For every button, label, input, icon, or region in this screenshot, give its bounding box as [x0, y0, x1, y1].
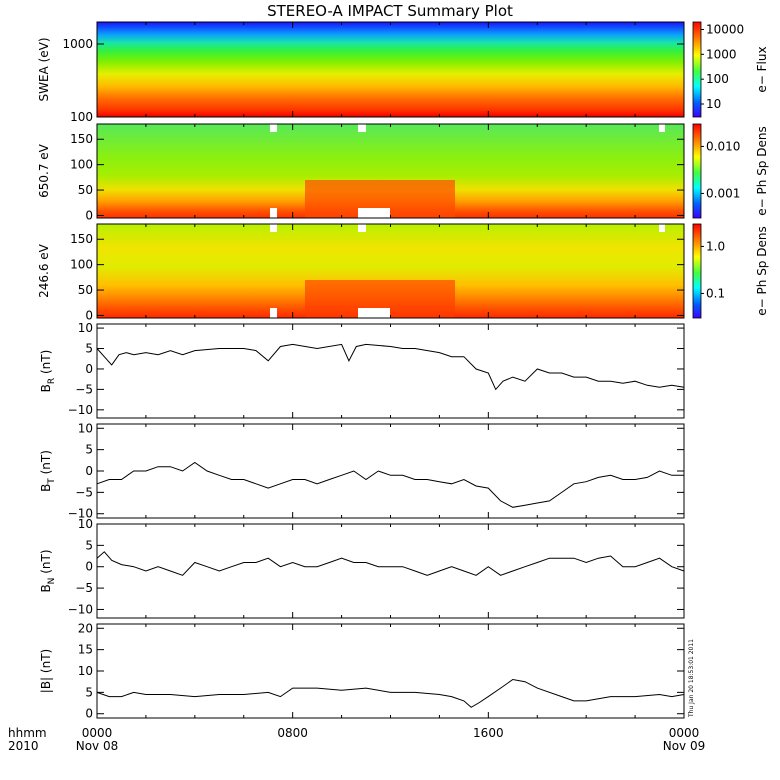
pad246-gap-3	[358, 224, 366, 232]
spectrogram-frame-pad246: 150 100 50 0 246.6 eV	[37, 223, 685, 322]
pad650-ytick-label: 150	[70, 132, 93, 146]
corner-label-hhmm: hhmm	[8, 726, 47, 740]
pad246-gap-4	[358, 308, 390, 318]
swea-colorbar-tick-label: 10	[706, 97, 721, 111]
line-panel-ytick-label: −10	[68, 403, 93, 417]
colorbar-layer: 10000 1000 100 10 e− Flux 0.010 0.001 e− Ph Sp …	[692, 21, 769, 319]
plot-title: STEREO-A IMPACT Summary Plot	[267, 2, 513, 20]
line-panel-ytick-label: 20	[78, 621, 93, 635]
line-panel-1: 10 5 0 −5 −10 BT (nT)	[39, 421, 685, 521]
pad650-colorbar-tick-label: 0.010	[706, 139, 740, 153]
pad650-colorbar-swatch	[692, 123, 702, 219]
colorbar-pad246: 1.0 0.1 e− Ph Sp Dens	[692, 223, 769, 319]
line-panel-ytick-label: −5	[75, 382, 93, 396]
xtick-label-time: 0000	[669, 726, 700, 740]
pad650-gap-2	[270, 208, 277, 218]
swea-colorbar-swatch	[692, 21, 702, 118]
swea-colorbar-tick-label: 100	[706, 72, 729, 86]
line-panel-3: 20 15 10 5 0 |B| (nT)	[39, 621, 685, 721]
pad650-ylabel: 650.7 eV	[37, 143, 51, 198]
line-panel-ylabel: BN (nT)	[39, 549, 57, 592]
swea-colorbar-tick-label: 1000	[706, 47, 737, 61]
pad650-ytick-label: 0	[85, 208, 93, 222]
pad246-ytick-label: 150	[70, 232, 93, 246]
line-panel-frame	[96, 323, 685, 419]
line-panel-ytick-label: 10	[78, 321, 93, 335]
timestamp-stamp: Thu Jan 20 18:53:01 2011	[688, 639, 695, 718]
pad246-gap-5	[659, 224, 665, 232]
line-panel-frame	[96, 623, 685, 719]
pad246-ytick-label: 100	[70, 258, 93, 272]
line-panel-frame	[96, 423, 685, 519]
pad246-ytick-label: 50	[78, 283, 93, 297]
line-panel-ytick-label: −5	[75, 485, 93, 499]
line-panel-ytick-label: 0	[85, 707, 93, 721]
xtick-label-time: 0800	[277, 726, 308, 740]
colorbar-swea: 10000 1000 100 10 e− Flux	[692, 21, 769, 118]
pad650-gap-3	[358, 124, 366, 132]
line-panel-ylabel: |B| (nT)	[39, 649, 53, 693]
line-panel-ytick-label: 0	[85, 560, 93, 574]
line-panel-ytick-label: 0	[85, 464, 93, 478]
line-panel-ytick-label: 5	[85, 538, 93, 552]
pad246-colorbar-tick-label: 0.1	[706, 286, 725, 300]
spectrogram-pad-246	[97, 224, 684, 318]
line-panel-ytick-label: −5	[75, 581, 93, 595]
spectrogram-frame-swea: 1000 100 SWEA (eV)	[37, 21, 685, 124]
field-trace-3	[96, 678, 685, 708]
pad246-colorbar-swatch	[692, 223, 702, 319]
pad650-gap-4	[358, 208, 390, 218]
pad246-colorbar-label: e− Ph Sp Dens	[755, 226, 769, 315]
line-panel-ytick-label: 10	[78, 664, 93, 678]
xtick-label-date: Nov 08	[76, 739, 119, 753]
pad650-ytick-label: 50	[78, 183, 93, 197]
line-panel-ytick-label: 10	[78, 517, 93, 531]
line-panel-frame	[96, 523, 685, 619]
pad246-ylabel: 246.6 eV	[37, 243, 51, 298]
line-panel-ytick-label: 5	[85, 443, 93, 457]
swea-colorbar-label: e− Flux	[755, 46, 769, 92]
swea-ytick-label: 100	[70, 110, 93, 124]
pad650-gap-5	[659, 124, 665, 132]
swea-colorbar-tick-label: 10000	[706, 22, 744, 36]
swea-ytick-label: 1000	[62, 37, 93, 51]
pad650-ytick-label: 100	[70, 158, 93, 172]
xtick-label-time: 0000	[82, 726, 113, 740]
line-panel-ytick-label: 5	[85, 685, 93, 699]
line-panel-ytick-label: 5	[85, 342, 93, 356]
field-trace-2	[96, 551, 685, 576]
pad246-ytick-label: 0	[85, 308, 93, 322]
swea-ylabel: SWEA (eV)	[37, 37, 51, 101]
swea-spectrogram-fill	[97, 22, 684, 117]
xtick-label-date: Nov 09	[663, 739, 706, 753]
line-panel-ytick-label: 0	[85, 362, 93, 376]
line-panel-0: 10 5 0 −5 −10 BR (nT)	[39, 321, 685, 419]
spectrogram-swea	[97, 22, 684, 117]
line-panel-ytick-label: 10	[78, 421, 93, 435]
line-panel-ytick-label: −10	[68, 602, 93, 616]
pad650-colorbar-label: e− Ph Sp Dens	[755, 126, 769, 215]
xtick-label-time: 1600	[473, 726, 504, 740]
field-trace-1	[96, 461, 684, 508]
corner-label-year: 2010	[8, 739, 39, 753]
line-panel-ylabel: BT (nT)	[39, 450, 57, 492]
line-panel-ylabel: BR (nT)	[39, 350, 57, 393]
field-trace-0	[96, 343, 685, 391]
pad650-gap-1	[270, 124, 277, 132]
spectrogram-pad-650	[97, 124, 684, 218]
spectrogram-frame-pad650: 150 100 50 0 650.7 eV	[37, 123, 685, 222]
pad246-gap-1	[270, 224, 277, 232]
line-panel-ytick-label: 15	[78, 643, 93, 657]
pad650-colorbar-tick-label: 0.001	[706, 186, 740, 200]
pad246-colorbar-tick-label: 1.0	[706, 239, 725, 253]
line-panel-2: 10 5 0 −5 −10 BN (nT)	[39, 517, 685, 619]
pad246-gap-2	[270, 308, 277, 318]
colorbar-pad650: 0.010 0.001 e− Ph Sp Dens	[692, 123, 769, 219]
line-panel-ytick-label: −10	[68, 507, 93, 521]
